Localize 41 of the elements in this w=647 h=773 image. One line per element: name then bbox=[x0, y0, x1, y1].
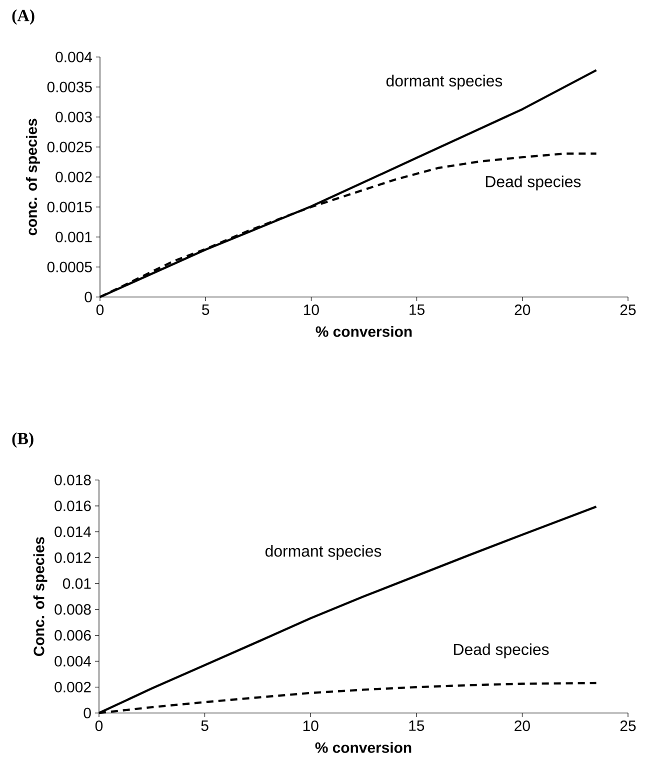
annotation: dormant species bbox=[386, 74, 502, 90]
x-tick-label: 25 bbox=[620, 720, 636, 732]
y-tick-label: 0.006 bbox=[54, 630, 91, 641]
x-tick-label: 10 bbox=[304, 304, 319, 316]
y-tick-label: 0.01 bbox=[62, 578, 91, 589]
y-tick-label: 0.002 bbox=[54, 682, 91, 692]
y-tick-label: 0.018 bbox=[54, 474, 91, 486]
x-tick-label: 25 bbox=[620, 304, 636, 316]
annotation: dormant species bbox=[265, 545, 382, 560]
annotation: Dead species bbox=[454, 643, 549, 658]
y-tick-label: 0.0015 bbox=[47, 202, 92, 212]
x-tick-label: 20 bbox=[514, 304, 530, 316]
y-tick-label: 0.004 bbox=[56, 52, 92, 62]
x-tick-label: 0 bbox=[96, 304, 104, 316]
x-axis-title: % conversion bbox=[315, 742, 412, 753]
y-tick-label: 0.004 bbox=[54, 656, 92, 667]
x-tick-label: 15 bbox=[410, 304, 424, 315]
y-tick-label: 0.008 bbox=[54, 604, 91, 615]
y-tick-label: 0 bbox=[84, 708, 91, 718]
y-tick-label: 0.003 bbox=[56, 112, 92, 122]
x-tick-label: 0 bbox=[95, 720, 103, 732]
y-tick-label: 0.0025 bbox=[47, 142, 92, 152]
annotation: Dead species bbox=[486, 176, 581, 190]
chart-title: (A) bbox=[12, 9, 34, 25]
x-axis-title: % conversion bbox=[316, 326, 412, 337]
y-tick-label: 0.0035 bbox=[47, 82, 92, 92]
x-tick-label: 15 bbox=[409, 720, 424, 731]
y-tick-label: 0.002 bbox=[56, 172, 92, 182]
y-tick-label: 0.012 bbox=[54, 552, 91, 563]
y-tick-label: 0.001 bbox=[56, 232, 92, 242]
x-tick-label: 20 bbox=[514, 720, 530, 732]
y-axis-title: Conc. of species bbox=[33, 537, 48, 656]
chart-title: (B) bbox=[12, 432, 34, 448]
y-axis-title: conc. of species bbox=[26, 118, 40, 236]
y-tick-label: 0.014 bbox=[54, 526, 92, 538]
y-tick-label: 0 bbox=[84, 292, 92, 302]
y-tick-label: 0.016 bbox=[54, 500, 91, 512]
y-tick-label: 0.0005 bbox=[47, 262, 92, 272]
x-tick-label: 5 bbox=[201, 720, 208, 731]
x-tick-label: 10 bbox=[303, 720, 318, 732]
x-tick-label: 5 bbox=[202, 304, 210, 315]
